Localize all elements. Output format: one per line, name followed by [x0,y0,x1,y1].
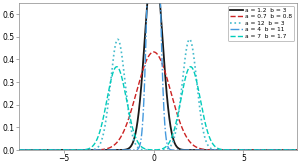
a = 4  b = 11 [200,149,204,151]
a = 7  b = 1.7 [231,149,235,151]
a = 1.2  b = 3 [114,149,117,151]
a = 7  b = 1.7 [200,109,204,111]
a = 0.7  b = 0.8 [114,143,117,145]
a = 1.2  b = 3 [256,149,260,151]
a = 1.2  b = 3 [49,149,52,151]
a = 12  b = 3 [256,149,260,151]
a = 4  b = 11 [231,149,235,151]
Line: a = 12  b = 3: a = 12 b = 3 [0,39,300,150]
Line: a = 7  b = 1.7: a = 7 b = 1.7 [0,67,300,150]
a = 12  b = 3 [116,38,120,40]
a = 7  b = 1.7 [114,66,117,68]
a = 7  b = 1.7 [256,149,260,151]
a = 7  b = 1.7 [49,149,52,151]
a = 7  b = 1.7 [115,66,119,68]
Line: a = 4  b = 11: a = 4 b = 11 [0,0,300,150]
Line: a = 1.2  b = 3: a = 1.2 b = 3 [0,0,300,150]
Line: a = 0.7  b = 0.8: a = 0.7 b = 0.8 [0,52,300,150]
Legend: a = 1.2  b = 3, a = 0.7  b = 0.8, a = 12  b = 3, a = 4  b = 11, a = 7  b = 1.7: a = 1.2 b = 3, a = 0.7 b = 0.8, a = 12 b… [228,6,294,41]
a = 0.7  b = 0.8 [152,51,155,53]
a = 1.2  b = 3 [231,149,235,151]
a = 12  b = 3 [49,149,52,151]
a = 1.2  b = 3 [184,149,188,151]
a = 7  b = 1.7 [184,75,188,77]
a = 12  b = 3 [184,51,188,53]
a = 12  b = 3 [200,125,204,127]
a = 4  b = 11 [114,149,117,151]
a = 1.2  b = 3 [200,149,204,151]
a = 4  b = 11 [184,149,188,151]
a = 0.7  b = 0.8 [49,149,52,151]
a = 0.7  b = 0.8 [256,149,260,151]
a = 0.7  b = 0.8 [231,149,235,151]
a = 12  b = 3 [231,149,235,151]
a = 4  b = 11 [49,149,52,151]
a = 4  b = 11 [256,149,260,151]
a = 0.7  b = 0.8 [200,148,204,150]
a = 0.7  b = 0.8 [184,135,188,137]
a = 12  b = 3 [114,43,117,45]
